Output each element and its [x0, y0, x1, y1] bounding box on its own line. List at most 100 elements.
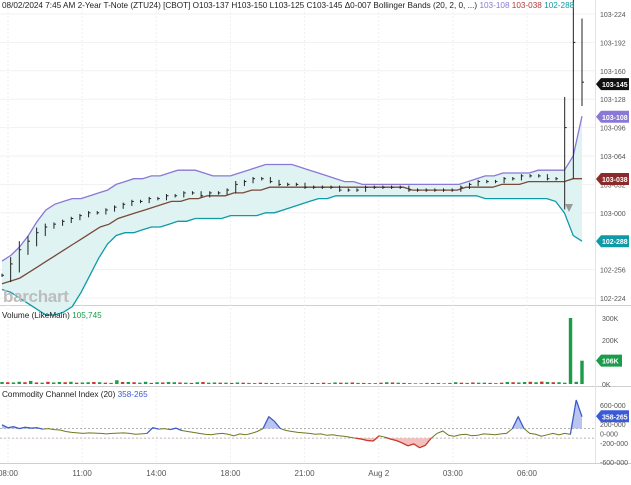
price-tick-label: 103-000: [600, 211, 626, 218]
volume-bar: [58, 382, 61, 384]
time-tick-label: 08:00: [0, 469, 19, 478]
volume-bar: [420, 383, 423, 384]
cci-tick-label: -600-000: [600, 460, 628, 467]
time-tick-label: 11:00: [72, 469, 92, 478]
volume-bar: [488, 383, 491, 384]
volume-bar: [379, 383, 382, 384]
volume-bar: [201, 382, 204, 384]
volume-panel-title: Volume (LikeMain) 105,745: [2, 311, 102, 320]
volume-title: Volume (LikeMain): [2, 311, 70, 320]
volume-bar: [259, 383, 262, 384]
volume-bar: [40, 383, 43, 384]
volume-bar: [86, 382, 89, 384]
volume-bar: [339, 383, 342, 384]
cci-line-high-segment: [170, 428, 176, 429]
cci-value: 358-265: [118, 390, 148, 399]
volume-bar: [196, 382, 199, 384]
volume-bar: [454, 382, 457, 384]
cci-oversold-fill: [2, 438, 582, 448]
volume-bar: [511, 382, 514, 384]
volume-bar: [368, 383, 371, 384]
volume-bar: [529, 382, 532, 384]
bb-lower-value: 102-288: [544, 1, 574, 10]
volume-bar: [414, 383, 417, 384]
bb-middle-value: 103-038: [512, 1, 542, 10]
volume-bar: [35, 382, 38, 384]
price-tick-label: 103-096: [600, 126, 626, 133]
volume-bar: [161, 382, 164, 384]
volume-bar: [224, 383, 227, 384]
time-tick-label: 06:00: [517, 469, 538, 478]
cci-tick-label: 200-000: [600, 422, 626, 429]
volume-bar: [150, 383, 153, 384]
cci-tick-label: 0-000: [600, 431, 618, 438]
volume-bars-layer: [0, 318, 583, 384]
volume-bar: [247, 383, 250, 384]
volume-bar: [115, 380, 118, 384]
volume-bar: [127, 382, 130, 384]
volume-bar: [333, 382, 336, 384]
volume-bar: [425, 383, 428, 384]
volume-bar: [517, 382, 520, 384]
volume-bar: [207, 383, 210, 384]
volume-bar: [437, 383, 440, 384]
price-tick-label: 103-160: [600, 69, 626, 76]
volume-bar: [138, 383, 141, 384]
volume-bar: [213, 382, 216, 384]
volume-bar: [391, 382, 394, 384]
volume-value: 105,745: [72, 311, 102, 320]
volume-bar: [81, 382, 84, 384]
volume-bar: [563, 383, 566, 384]
volume-bar: [12, 382, 15, 384]
volume-bar: [310, 383, 313, 384]
price-tick-label: 103-064: [600, 154, 626, 161]
volume-bar: [287, 383, 290, 384]
cci-tick-label: -200-000: [600, 441, 628, 448]
volume-bar: [431, 383, 434, 384]
cci-title: Commodity Channel Index (20): [2, 390, 115, 399]
cci-layer: [0, 400, 595, 448]
volume-bar: [98, 382, 101, 384]
volume-bar: [230, 383, 233, 384]
volume-bar: [75, 383, 78, 384]
volume-tick-label: 200K: [602, 338, 619, 345]
volume-bar: [184, 383, 187, 384]
instrument-summary: 08/02/2024 7:45 AM 2-Year T-Note (ZTU24)…: [2, 1, 477, 10]
barchart-logo: barchart: [3, 287, 69, 307]
price-tag-text: 102-288: [602, 239, 628, 246]
volume-bar: [523, 382, 526, 384]
volume-bar: [385, 382, 388, 384]
volume-bar: [276, 383, 279, 384]
volume-bar: [270, 383, 273, 384]
volume-tick-label: 0K: [602, 382, 611, 389]
volume-tick-label: 300K: [602, 316, 619, 323]
volume-bar: [448, 383, 451, 384]
time-tick-label: 18:00: [220, 469, 241, 478]
volume-bar: [132, 382, 135, 384]
volume-bar: [104, 383, 107, 384]
price-tick-label: 102-256: [600, 268, 626, 275]
volume-bar: [362, 383, 365, 384]
volume-bar: [178, 382, 181, 384]
volume-bar: [190, 383, 193, 384]
volume-bar: [575, 382, 578, 384]
volume-bar: [316, 383, 319, 384]
cci-line: [2, 400, 582, 448]
time-tick-label: 03:00: [443, 469, 464, 478]
volume-bar: [494, 383, 497, 384]
volume-bar: [460, 383, 463, 384]
price-tick-label: 102-224: [600, 296, 626, 303]
volume-bar: [18, 382, 21, 384]
volume-bar: [52, 382, 55, 384]
price-tag-text: 103-108: [602, 115, 628, 122]
volume-bar: [155, 382, 158, 384]
volume-bar: [167, 382, 170, 384]
volume-bar: [46, 382, 49, 384]
volume-bar: [506, 382, 509, 384]
volume-bar: [534, 382, 537, 384]
volume-bar: [305, 383, 308, 384]
volume-bar: [442, 383, 445, 384]
volume-bar: [471, 382, 474, 384]
